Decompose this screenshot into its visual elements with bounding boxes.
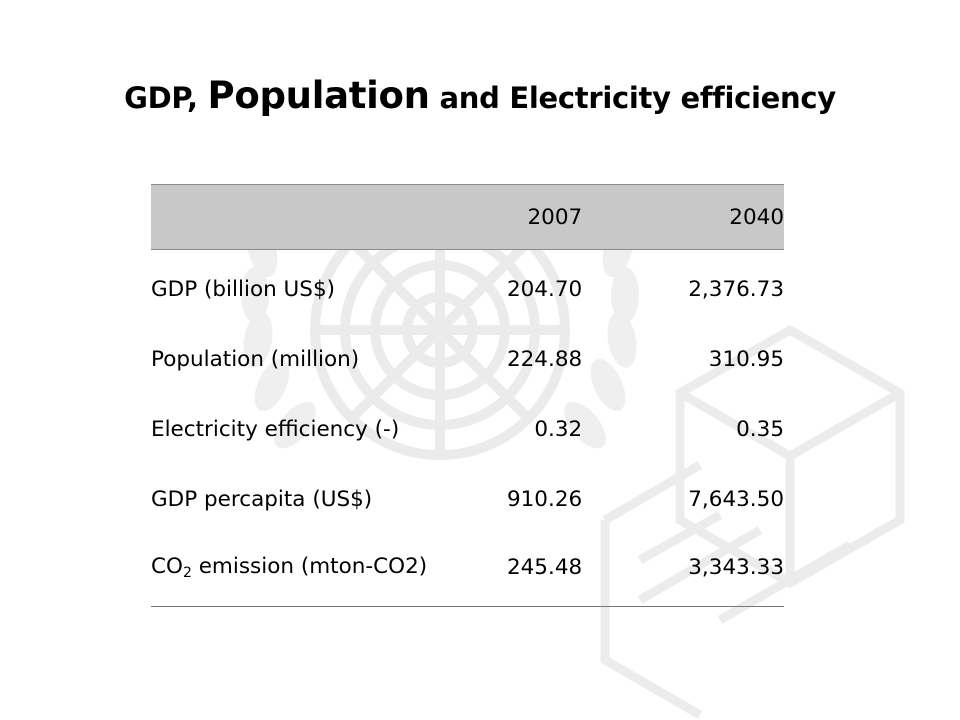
- table-row: GDP (billion US$) 204.70 2,376.73: [151, 250, 784, 325]
- cell-value-2040: 7,643.50: [688, 486, 784, 512]
- header-cell-2040: 2040: [582, 184, 784, 250]
- cell-value-2040: 2,376.73: [688, 276, 784, 302]
- cell-value-2007: 224.88: [506, 346, 583, 372]
- title-part-electricity: and Electricity efficiency: [429, 81, 836, 115]
- cell-value-2007: 0.32: [534, 416, 583, 442]
- cell-value-2007: 910.26: [506, 486, 583, 512]
- table-row: Electricity efficiency (-) 0.32 0.35: [151, 394, 784, 464]
- header-cell-label: [151, 184, 428, 250]
- cell-value-2040: 310.95: [708, 346, 784, 372]
- table-header-row: 2007 2040: [151, 184, 784, 250]
- row-label: GDP percapita (US$): [151, 486, 373, 512]
- row-label-suffix: emission (mton-CO2): [191, 553, 428, 579]
- row-label: Population (million): [151, 346, 360, 372]
- slide-title: GDP, Population and Electricity efficien…: [0, 74, 960, 117]
- row-label: GDP (billion US$): [151, 276, 336, 302]
- row-label-prefix: CO: [151, 553, 183, 579]
- header-cell-2007: 2007: [427, 184, 583, 250]
- table-row: GDP percapita (US$) 910.26 7,643.50: [151, 464, 784, 534]
- cell-value-2040: 0.35: [736, 416, 784, 442]
- cell-value-2007: 245.48: [427, 534, 583, 607]
- row-label: Electricity efficiency (-): [151, 416, 400, 442]
- data-table: 2007 2040 GDP (billion US$) 204.70 2,376…: [151, 184, 784, 607]
- title-part-population: Population: [207, 74, 430, 117]
- row-label: CO2 emission (mton-CO2): [151, 534, 428, 607]
- cell-value-2007: 204.70: [506, 276, 583, 302]
- row-label-subscript: 2: [182, 564, 192, 581]
- cell-value-2040: 3,343.33: [582, 534, 784, 607]
- table-row: Population (million) 224.88 310.95: [151, 324, 784, 394]
- table-row: CO2 emission (mton-CO2) 245.48 3,343.33: [151, 534, 784, 607]
- title-part-gdp: GDP,: [124, 81, 208, 115]
